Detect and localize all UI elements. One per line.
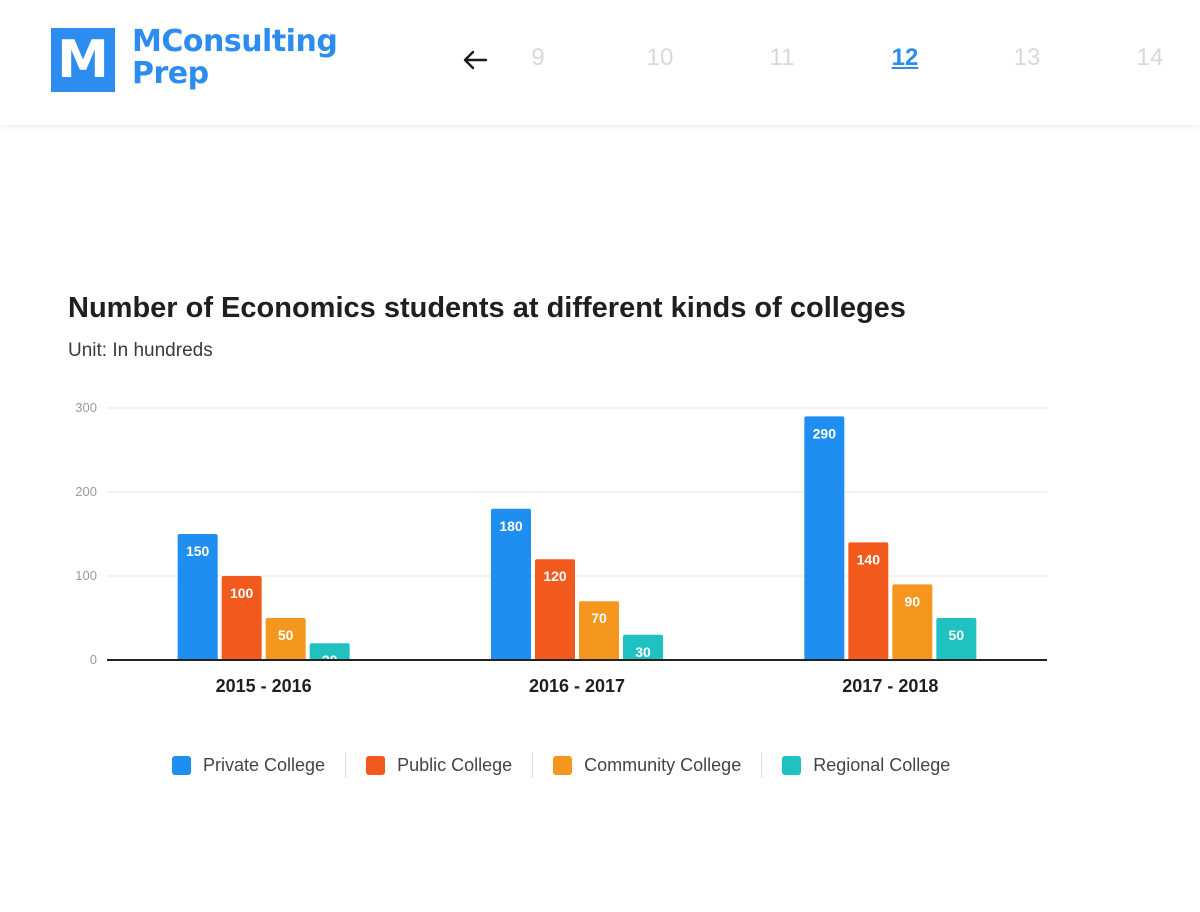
page-link-9[interactable]: 9 (531, 44, 545, 71)
bar-value-label: 150 (186, 543, 210, 559)
legend-item: Regional College (782, 755, 950, 776)
page-link-13[interactable]: 13 (1013, 44, 1041, 71)
legend-swatch (366, 755, 386, 775)
bar-value-label: 180 (499, 518, 523, 534)
page-link-10[interactable]: 10 (646, 44, 674, 71)
chart-title: Number of Economics students at differen… (68, 292, 906, 324)
page-link-14[interactable]: 14 (1136, 44, 1164, 71)
bar (491, 508, 531, 660)
x-tick-label: 2017 - 2018 (842, 676, 938, 696)
page-link-12-current[interactable]: 12 (891, 44, 919, 71)
legend-label: Public College (397, 754, 513, 775)
bar-value-label: 290 (813, 425, 837, 441)
legend-separator (345, 752, 347, 778)
bar (848, 542, 889, 660)
bar (177, 534, 218, 660)
legend-swatch (172, 755, 191, 775)
bar-value-label: 50 (278, 627, 294, 643)
legend-item: Private College (172, 755, 325, 776)
legend-swatch (782, 755, 802, 775)
legend-label: Community College (584, 754, 742, 775)
bar-value-label: 100 (230, 585, 254, 601)
x-tick-label: 2016 - 2017 (529, 676, 625, 696)
back-button[interactable] (458, 40, 492, 80)
m-logo-icon[interactable]: M (51, 28, 115, 92)
bar-value-label: 70 (591, 610, 607, 626)
chart-legend: Private College Public College Community C… (172, 752, 950, 778)
legend-item: Public College (366, 755, 512, 776)
header: M MConsulting Prep 9 10 11 12 13 14 (0, 0, 1200, 125)
logo-line-2: Prep (132, 56, 209, 91)
page-link-11[interactable]: 11 (769, 44, 795, 71)
bar (623, 634, 663, 660)
legend-swatch (553, 755, 573, 775)
legend-separator (532, 752, 534, 778)
bar (265, 618, 306, 660)
bar-value-label: 50 (949, 627, 965, 643)
bar-value-label: 90 (905, 593, 921, 609)
logo-text[interactable]: MConsulting Prep (132, 24, 338, 91)
bar (936, 618, 977, 660)
x-tick-label: 2015 - 2016 (216, 676, 312, 696)
legend-item: Community College (553, 755, 741, 776)
bar (309, 643, 350, 660)
bar-value-label: 140 (857, 551, 881, 567)
y-tick-label: 200 (75, 484, 97, 499)
legend-separator (761, 752, 763, 778)
arrow-left-icon (463, 50, 488, 70)
bar (804, 416, 845, 660)
bar-value-label: 120 (543, 568, 567, 584)
chart-subtitle: Unit: In hundreds (68, 340, 213, 361)
legend-label: Regional College (813, 754, 951, 775)
bar (221, 576, 262, 660)
y-tick-label: 300 (75, 400, 97, 415)
bar-value-label: 30 (635, 644, 651, 660)
bar (579, 601, 619, 660)
y-tick-label: 0 (90, 652, 97, 667)
y-tick-label: 100 (75, 568, 97, 583)
bar (892, 584, 933, 660)
logo-line-1: MConsulting (132, 24, 338, 59)
bar (535, 559, 575, 660)
legend-label: Private College (203, 754, 326, 775)
